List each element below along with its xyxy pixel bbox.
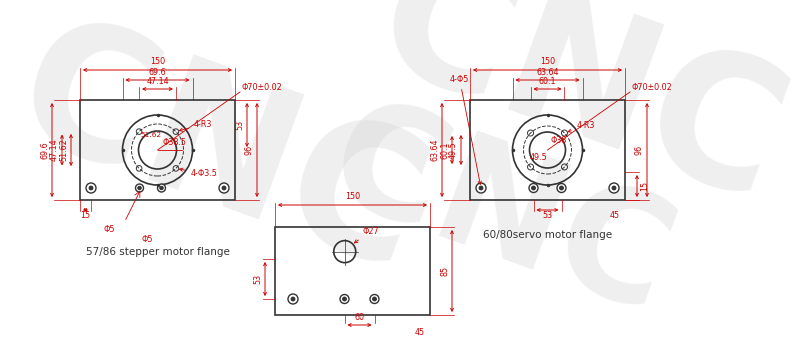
Text: 4-R3: 4-R3: [568, 121, 595, 132]
Text: 15: 15: [640, 181, 649, 191]
Text: 60/80servo motor flange: 60/80servo motor flange: [483, 230, 612, 240]
Text: CNC: CNC: [354, 0, 800, 239]
Circle shape: [291, 297, 295, 301]
Circle shape: [342, 297, 346, 301]
Text: Φ70±0.02: Φ70±0.02: [631, 83, 672, 92]
Text: 150: 150: [345, 192, 360, 201]
Text: 69.6: 69.6: [149, 68, 166, 77]
Text: 53: 53: [235, 120, 244, 130]
Circle shape: [138, 186, 142, 190]
Text: 85: 85: [440, 266, 449, 276]
Text: Φ5: Φ5: [104, 225, 115, 234]
Circle shape: [340, 295, 349, 304]
Text: 53: 53: [253, 274, 262, 284]
Text: 96: 96: [635, 145, 644, 155]
Text: 45: 45: [610, 211, 620, 220]
Text: 15: 15: [81, 211, 90, 220]
Circle shape: [135, 184, 143, 192]
Bar: [80, 100, 235, 200]
Text: 150: 150: [150, 57, 165, 66]
Text: 49.5: 49.5: [449, 141, 458, 159]
Bar: [470, 100, 625, 200]
Text: 60.1: 60.1: [440, 141, 449, 159]
Circle shape: [288, 294, 298, 304]
Text: CNC: CNC: [0, 1, 446, 309]
Text: 96: 96: [245, 145, 254, 155]
Text: Φ27: Φ27: [354, 226, 379, 243]
Text: CNC: CNC: [309, 85, 691, 345]
Circle shape: [557, 184, 566, 192]
Text: 4-R3: 4-R3: [179, 120, 212, 131]
Circle shape: [89, 186, 93, 190]
Text: 69.6: 69.6: [40, 141, 49, 159]
Text: 51.62: 51.62: [59, 138, 68, 162]
Text: Φ5: Φ5: [142, 235, 154, 244]
Circle shape: [160, 186, 163, 190]
Circle shape: [158, 184, 166, 192]
Text: 57/86 stepper motor flange: 57/86 stepper motor flange: [86, 247, 230, 257]
Text: 51.62: 51.62: [141, 132, 162, 138]
Bar: [275, 227, 430, 315]
Text: Φ70±0.02: Φ70±0.02: [241, 83, 282, 92]
Circle shape: [373, 297, 377, 301]
Circle shape: [612, 186, 616, 190]
Text: 47.14: 47.14: [146, 77, 169, 86]
Text: 150: 150: [540, 57, 555, 66]
Circle shape: [609, 183, 619, 193]
Circle shape: [479, 186, 483, 190]
Circle shape: [529, 184, 538, 192]
Circle shape: [370, 295, 379, 304]
Circle shape: [219, 183, 229, 193]
Text: 53: 53: [542, 211, 553, 220]
Text: 4-Φ5: 4-Φ5: [450, 75, 482, 184]
Text: 63.64: 63.64: [430, 139, 439, 161]
Text: Φ38: Φ38: [550, 136, 567, 145]
Text: 63.64: 63.64: [536, 68, 558, 77]
Text: 60.1: 60.1: [538, 77, 556, 86]
Circle shape: [222, 186, 226, 190]
Text: 60: 60: [354, 313, 365, 322]
Text: 45: 45: [415, 328, 425, 337]
Circle shape: [86, 183, 96, 193]
Text: 4-Φ3.5: 4-Φ3.5: [179, 168, 218, 178]
Circle shape: [531, 186, 535, 190]
Text: 49.5: 49.5: [530, 153, 547, 162]
Text: 47.14: 47.14: [50, 139, 59, 161]
Circle shape: [476, 183, 486, 193]
Circle shape: [559, 186, 563, 190]
Text: Φ38.5: Φ38.5: [162, 138, 186, 147]
